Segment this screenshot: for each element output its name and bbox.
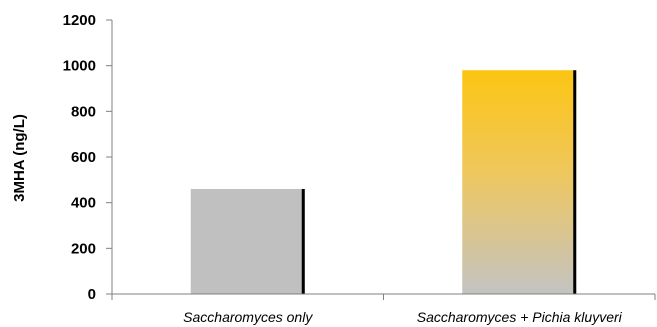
y-tick-label: 1000 <box>63 58 96 75</box>
y-axis-title: 3MHA (ng/L) <box>11 114 28 202</box>
y-tick-label: 400 <box>71 195 96 212</box>
y-tick-label: 0 <box>88 286 96 303</box>
y-tick-label: 600 <box>71 149 96 166</box>
bar-2 <box>462 70 577 294</box>
x-category-label: Saccharomyces + Pichia kluyveri <box>417 309 623 325</box>
y-axis-ticks: 0 200 400 600 800 1000 1200 <box>63 12 112 303</box>
bars <box>190 70 577 294</box>
y-tick-label: 200 <box>71 240 96 257</box>
y-tick-label: 800 <box>71 103 96 120</box>
y-tick-label: 1200 <box>63 12 96 29</box>
x-axis-categories: Saccharomyces only Saccharomyces + Pichia… <box>183 309 622 325</box>
axes <box>111 20 656 300</box>
x-category-label: Saccharomyces only <box>183 309 313 325</box>
bar-1 <box>190 188 305 294</box>
